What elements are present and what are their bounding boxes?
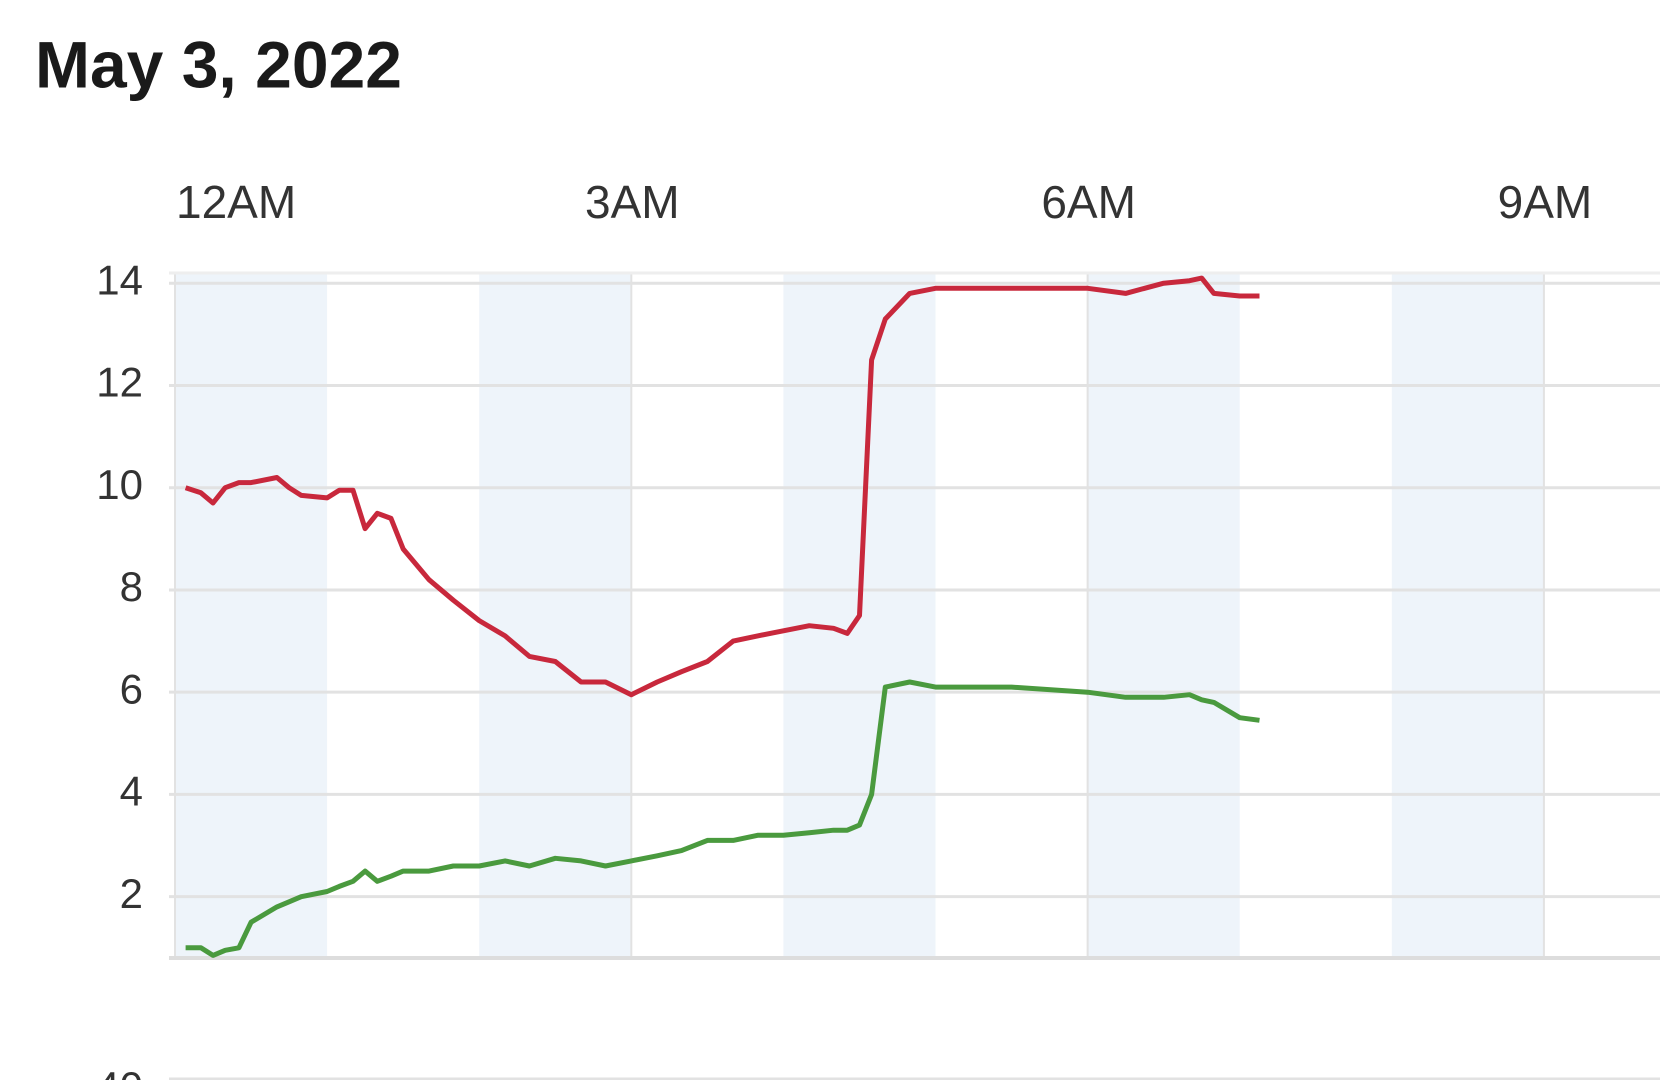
series-line	[184, 275, 1260, 698]
x-tick-label: 9AM	[1498, 176, 1593, 228]
y-tick-label: 6	[120, 665, 143, 712]
series-line	[185, 679, 1260, 958]
hour-band	[1087, 273, 1240, 958]
x-tick-label: 6AM	[1041, 176, 1136, 228]
y-tick-label: 40	[96, 1063, 143, 1080]
y-tick-label: 4	[120, 768, 143, 815]
y-tick-label: 14	[96, 256, 143, 303]
hour-band	[175, 273, 328, 958]
hour-band	[1391, 273, 1544, 958]
y-tick-label: 12	[96, 359, 143, 406]
y-tick-label: 8	[120, 563, 143, 610]
y-tick-label: 10	[96, 461, 143, 508]
x-tick-label: 12AM	[176, 176, 296, 228]
x-tick-label: 3AM	[585, 176, 680, 228]
hour-band	[479, 273, 632, 958]
chart-title: May 3, 2022	[35, 27, 402, 101]
y-tick-label: 2	[120, 870, 143, 917]
